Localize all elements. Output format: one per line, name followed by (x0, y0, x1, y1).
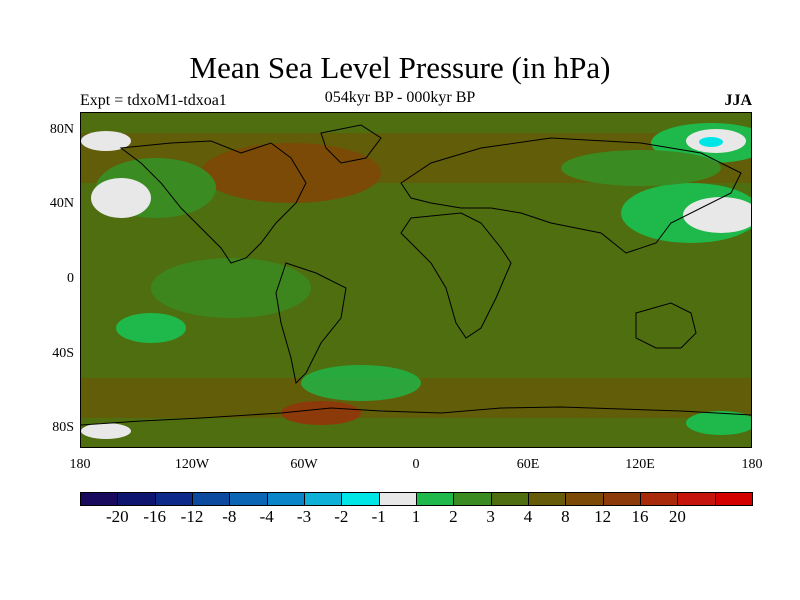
colorbar-cell (229, 492, 268, 506)
colorbar-label: -8 (222, 507, 237, 526)
colorbar-label: -12 (180, 507, 204, 526)
colorbar-label: 2 (449, 507, 458, 526)
field-arctic-min (699, 137, 723, 147)
colorbar (80, 492, 753, 506)
colorbar-cell (602, 492, 641, 506)
lat-tick-label: 0 (67, 271, 74, 286)
colorbar-cell (154, 492, 193, 506)
lat-tick-label: 80S (52, 420, 74, 436)
lon-tick-label: 60W (290, 457, 318, 472)
colorbar-label: -4 (259, 507, 274, 526)
lat-tick-label: 80N (49, 121, 74, 137)
lat-tick-label: 40S (52, 345, 74, 361)
coast-europe-asia (400, 137, 742, 254)
lon-tick-label: 180 (741, 457, 763, 472)
period-label: 054kyr BP - 000kyr BP (324, 89, 476, 106)
colorbar-label: 8 (561, 507, 570, 526)
colorbar-cell (453, 492, 492, 506)
colorbar-cell (416, 492, 455, 506)
colorbar-cell (565, 492, 604, 506)
colorbar-cell (677, 492, 716, 506)
colorbar-label: 4 (523, 507, 533, 526)
lon-tick-label: 180 (69, 457, 91, 472)
pressure-map (80, 112, 752, 448)
field-pacific-north-core (91, 178, 151, 218)
colorbar-cell (528, 492, 567, 506)
colorbar-label: -1 (371, 507, 386, 526)
colorbar-label: 12 (594, 507, 612, 526)
colorbar-label: 1 (411, 507, 421, 526)
experiment-label: Expt = tdxoM1-tdxoa1 (80, 92, 227, 109)
chart-title: Mean Sea Level Pressure (in hPa) (189, 50, 611, 85)
field-tropic-pacific (151, 258, 311, 318)
colorbar-cell (80, 492, 119, 506)
coast-south-america (275, 262, 347, 385)
coast-greenland (320, 124, 382, 164)
colorbar-cell (714, 492, 753, 506)
colorbar-cell (304, 492, 343, 506)
lon-tick-label: 120E (625, 457, 655, 472)
colorbar-cell (341, 492, 380, 506)
colorbar-cell (117, 492, 156, 506)
coast-africa (400, 212, 512, 339)
field-antarctic-coast (281, 401, 361, 425)
colorbar-label: 20 (668, 507, 686, 526)
field-antarctic-west (81, 423, 131, 439)
field-arctic-west (81, 131, 131, 151)
lat-tick-label: 40N (49, 196, 74, 212)
colorbar-cell (640, 492, 679, 506)
field-atlantic-south (301, 365, 421, 401)
colorbar-label: 3 (486, 507, 495, 526)
lon-tick-label: 60E (516, 457, 540, 472)
colorbar-label: -16 (143, 507, 166, 526)
colorbar-label: -20 (105, 507, 129, 526)
colorbar-label: -3 (296, 507, 312, 526)
lon-tick-label: 0 (412, 457, 420, 472)
colorbar-cell (490, 492, 529, 506)
field-asia-low-core (683, 197, 751, 233)
colorbar-cell (192, 492, 231, 506)
colorbar-label: -2 (334, 507, 349, 526)
colorbar-label: 16 (631, 507, 649, 526)
season-label: JJA (724, 92, 752, 109)
field-siberia (561, 150, 721, 186)
lon-tick-label: 120W (174, 457, 210, 472)
colorbar-cell (266, 492, 305, 506)
field-tropic-east (116, 313, 186, 343)
colorbar-cell (378, 492, 417, 506)
coast-australia (635, 302, 697, 349)
field-antarctic-east (686, 411, 751, 435)
field-atlantic-high (201, 143, 381, 203)
coast-north-america (119, 140, 307, 264)
coast-antarctica (81, 406, 751, 426)
